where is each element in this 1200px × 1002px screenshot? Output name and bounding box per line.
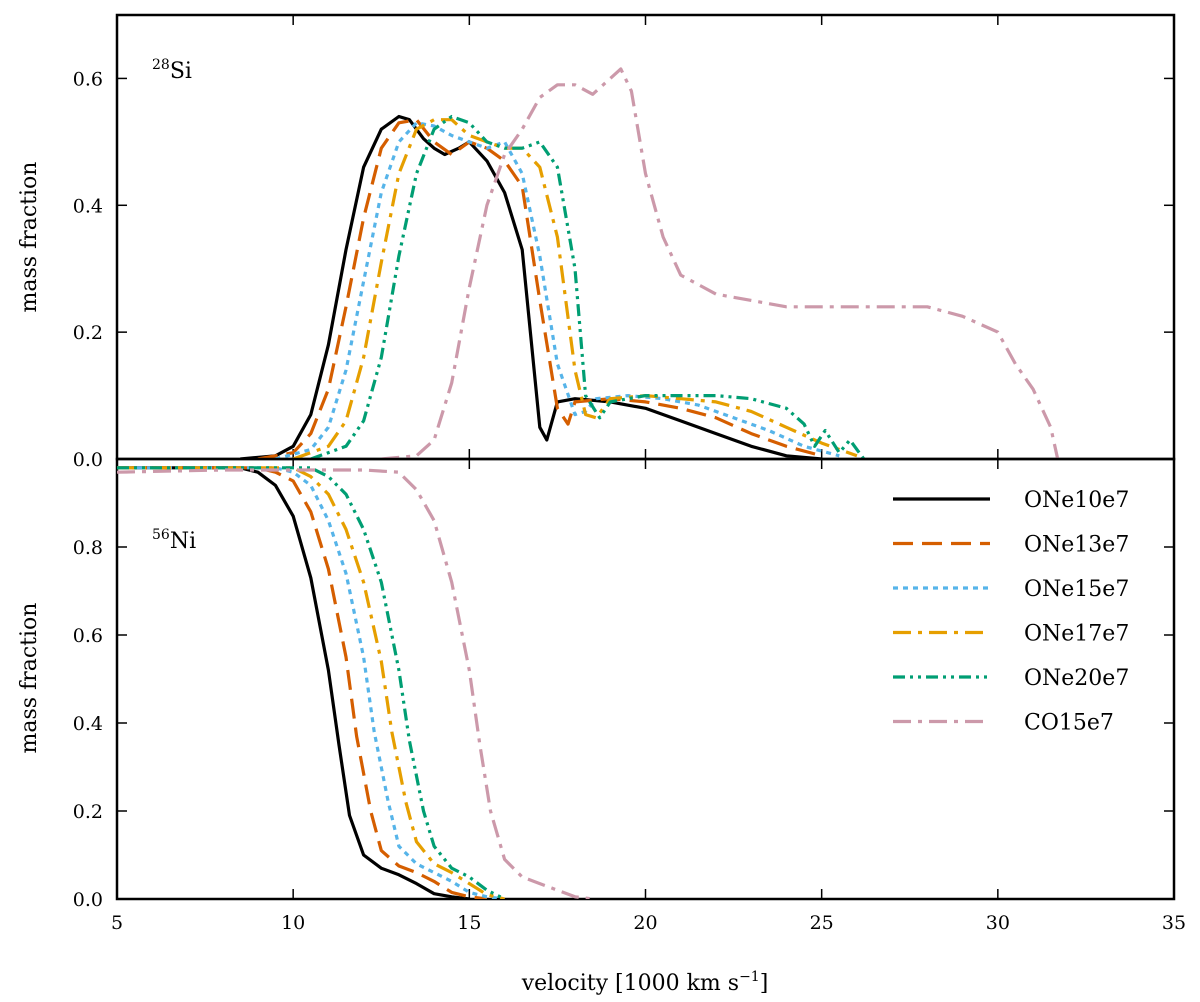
x-tick-label: 5 xyxy=(111,912,123,934)
top-axes-frame xyxy=(115,13,1176,461)
bottom-y-tick-label: 0.8 xyxy=(73,537,103,559)
x-tick-label: 25 xyxy=(810,912,834,934)
top-series-CO15e7 xyxy=(381,67,1060,459)
bottom-series-ONe13e7 xyxy=(117,466,488,899)
bottom-y-axis-title: mass fraction xyxy=(17,603,42,754)
bottom-y-tick-label: 0.4 xyxy=(73,713,103,735)
bottom-series-ONe20e7 xyxy=(117,466,506,899)
bottom-species-mass-number: 56 xyxy=(152,527,170,543)
x-tick-label: 30 xyxy=(986,912,1010,934)
bottom-y-tick-label: 0.0 xyxy=(73,889,103,911)
bottom-species-symbol: Ni xyxy=(170,529,196,554)
legend-label-ONe17e7: ONe17e7 xyxy=(1024,622,1129,647)
legend: ONe10e7 ONe13e7 ONe15e7 ONe17e7 ONe20e7 CO15e… xyxy=(893,488,1129,736)
top-series-ONe13e7 xyxy=(257,118,823,459)
x-axis-title-prefix: velocity [1000 km s xyxy=(521,971,739,996)
top-species-label: 28Si xyxy=(152,57,192,84)
top-ticks: 0.0 0.2 0.4 0.6 xyxy=(73,15,1175,471)
legend-label-CO15e7: CO15e7 xyxy=(1024,711,1114,736)
top-species-mass-number: 28 xyxy=(152,57,170,73)
bottom-series-ONe15e7 xyxy=(117,466,505,899)
top-y-tick-label: 0.2 xyxy=(73,322,103,344)
bottom-panel: 0.0 0.2 0.4 0.6 0.8 5 10 15 20 25 30 35 56Ni mass f… xyxy=(17,457,1186,934)
bottom-axes-frame xyxy=(115,457,1176,901)
bottom-series-CO15e7 xyxy=(117,468,593,899)
bottom-species-label: 56Ni xyxy=(152,527,196,554)
top-y-tick-label: 0.4 xyxy=(73,195,103,217)
top-species-symbol: Si xyxy=(170,59,192,84)
top-y-tick-label: 0.0 xyxy=(73,449,103,471)
legend-label-ONe20e7: ONe20e7 xyxy=(1024,666,1129,691)
bottom-ticks: 0.0 0.2 0.4 0.6 0.8 5 10 15 20 25 30 35 xyxy=(73,459,1186,934)
bottom-y-tick-label: 0.6 xyxy=(73,625,103,647)
top-panel: 0.0 0.2 0.4 0.6 28Si mass fraction xyxy=(17,13,1176,471)
x-axis-title: velocity [1000 km s−1] xyxy=(521,969,769,996)
x-tick-label: 20 xyxy=(633,912,657,934)
bottom-series-ONe17e7 xyxy=(117,466,505,899)
legend-label-ONe15e7: ONe15e7 xyxy=(1024,577,1129,602)
legend-label-ONe10e7: ONe10e7 xyxy=(1024,488,1129,513)
x-tick-label: 35 xyxy=(1162,912,1186,934)
top-y-tick-label: 0.6 xyxy=(73,68,103,90)
top-y-axis-title: mass fraction xyxy=(17,162,42,313)
x-axis-title-exponent: −1 xyxy=(739,969,760,985)
top-series-ONe17e7 xyxy=(292,118,858,459)
top-series-ONe15e7 xyxy=(275,121,840,459)
x-tick-label: 15 xyxy=(457,912,481,934)
top-series-ONe10e7 xyxy=(240,114,822,459)
legend-label-ONe13e7: ONe13e7 xyxy=(1024,533,1129,558)
x-axis-title-suffix: ] xyxy=(760,971,769,996)
top-series-lines xyxy=(240,67,1060,459)
bottom-y-tick-label: 0.2 xyxy=(73,801,103,823)
bottom-series-lines xyxy=(117,466,593,899)
top-series-ONe20e7 xyxy=(310,114,866,459)
x-tick-label: 10 xyxy=(281,912,305,934)
